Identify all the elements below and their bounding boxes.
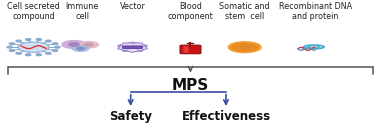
Circle shape xyxy=(26,39,31,40)
Circle shape xyxy=(232,48,237,50)
Circle shape xyxy=(36,39,42,40)
Circle shape xyxy=(73,46,89,51)
FancyBboxPatch shape xyxy=(122,46,143,48)
Text: Immune
cell: Immune cell xyxy=(65,2,99,21)
Circle shape xyxy=(248,43,253,45)
Circle shape xyxy=(239,48,245,50)
Circle shape xyxy=(85,43,93,46)
Circle shape xyxy=(236,43,242,45)
Circle shape xyxy=(236,50,242,51)
FancyBboxPatch shape xyxy=(180,45,201,54)
Circle shape xyxy=(16,40,21,42)
Text: Somatic and
stem  cell: Somatic and stem cell xyxy=(219,2,270,21)
Circle shape xyxy=(53,50,58,51)
Circle shape xyxy=(232,44,237,46)
Circle shape xyxy=(242,50,247,52)
Circle shape xyxy=(252,44,257,46)
Circle shape xyxy=(77,47,84,50)
Circle shape xyxy=(79,42,99,48)
Circle shape xyxy=(245,48,250,50)
Text: Blood
component: Blood component xyxy=(167,2,213,21)
Polygon shape xyxy=(118,43,147,52)
Text: Cell secreted
compound: Cell secreted compound xyxy=(7,2,60,21)
Circle shape xyxy=(239,45,245,46)
Circle shape xyxy=(46,52,51,54)
Circle shape xyxy=(55,46,60,48)
Circle shape xyxy=(36,54,42,56)
Text: MPS: MPS xyxy=(172,78,209,93)
Text: Effectiveness: Effectiveness xyxy=(181,109,271,122)
Circle shape xyxy=(252,48,257,50)
Circle shape xyxy=(53,43,58,45)
Circle shape xyxy=(9,43,15,45)
Circle shape xyxy=(62,41,86,48)
Circle shape xyxy=(242,46,247,48)
Circle shape xyxy=(69,43,79,46)
Circle shape xyxy=(7,46,12,48)
Polygon shape xyxy=(118,42,147,51)
Circle shape xyxy=(228,42,261,53)
Circle shape xyxy=(231,46,236,48)
FancyBboxPatch shape xyxy=(183,46,189,53)
Text: Safety: Safety xyxy=(109,109,152,122)
Circle shape xyxy=(26,54,31,56)
Polygon shape xyxy=(18,42,49,52)
Circle shape xyxy=(236,46,242,48)
Circle shape xyxy=(9,50,15,51)
Circle shape xyxy=(46,40,51,42)
Circle shape xyxy=(248,50,253,51)
Circle shape xyxy=(248,46,253,48)
Circle shape xyxy=(253,46,259,48)
Text: Recombinant DNA
and protein: Recombinant DNA and protein xyxy=(279,2,352,21)
Circle shape xyxy=(245,45,250,46)
Circle shape xyxy=(16,52,21,54)
Text: Vector: Vector xyxy=(119,2,146,11)
Circle shape xyxy=(242,43,247,44)
